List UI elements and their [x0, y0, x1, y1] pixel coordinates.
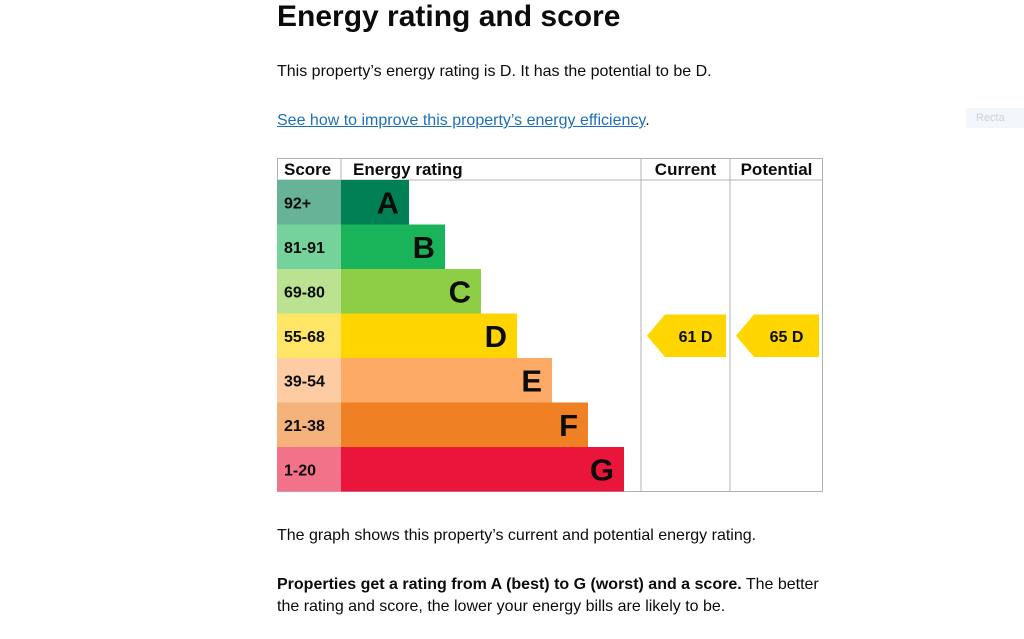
score-range-b: 81-91	[284, 240, 325, 257]
rating-bar-f	[341, 402, 588, 447]
header-current: Current	[655, 160, 717, 179]
rating-bar-a	[341, 180, 409, 225]
header-score: Score	[284, 160, 331, 179]
header-potential: Potential	[741, 160, 813, 179]
score-range-d: 55-68	[284, 329, 325, 346]
rating-letter-c: C	[449, 274, 471, 309]
score-cell-a	[277, 180, 341, 225]
score-cell-f	[277, 402, 341, 447]
rating-bar-g	[341, 447, 624, 492]
rating-explanation: Properties get a rating from A (best) to…	[277, 574, 837, 618]
score-range-e: 39-54	[284, 373, 325, 390]
rating-explanation-bold: Properties get a rating from A (best) to…	[277, 576, 742, 593]
energy-rating-graph: Score Energy rating Current Potential 92+ A 81…	[277, 158, 823, 492]
score-range-g: 1-20	[284, 462, 316, 479]
rating-bar-e	[341, 358, 552, 403]
rating-letter-b: B	[413, 230, 435, 265]
current-rating-label: 61 D	[679, 329, 713, 346]
score-range-a: 92+	[284, 195, 311, 212]
score-range-f: 21-38	[284, 418, 325, 435]
graph-caption: The graph shows this property’s current …	[277, 527, 757, 544]
rating-letter-e: E	[521, 363, 542, 398]
potential-rating-label: 65 D	[770, 329, 804, 346]
score-cell-d	[277, 313, 341, 358]
rating-letter-f: F	[559, 408, 578, 443]
score-cell-c	[277, 269, 341, 314]
rating-bar-b	[341, 224, 445, 269]
potential-arrow	[736, 314, 819, 357]
page-title: Energy rating and score	[277, 0, 621, 33]
improve-link-row: See how to improve this property’s energ…	[277, 111, 650, 131]
score-cell-e	[277, 358, 341, 403]
improve-efficiency-link[interactable]: See how to improve this property’s energ…	[277, 112, 646, 129]
rating-letter-g: G	[590, 452, 614, 487]
rating-explanation-rest: The better the rating and score, the low…	[277, 576, 819, 615]
rating-letter-a: A	[377, 185, 399, 220]
score-cell-b	[277, 224, 341, 269]
header-energy-rating: Energy rating	[353, 160, 463, 179]
score-range-c: 69-80	[284, 284, 325, 301]
current-arrow	[647, 314, 726, 357]
link-suffix: .	[645, 112, 650, 129]
energy-rating-chart: Score Energy rating Current Potential 92+ A 81…	[277, 158, 823, 492]
rating-bar-d	[341, 313, 517, 358]
rating-bar-c	[341, 269, 481, 314]
score-cell-g	[277, 447, 341, 492]
faded-button[interactable]: Recta	[966, 108, 1024, 128]
rating-summary: This property’s energy rating is D. It h…	[277, 63, 712, 80]
rating-letter-d: D	[485, 319, 507, 354]
